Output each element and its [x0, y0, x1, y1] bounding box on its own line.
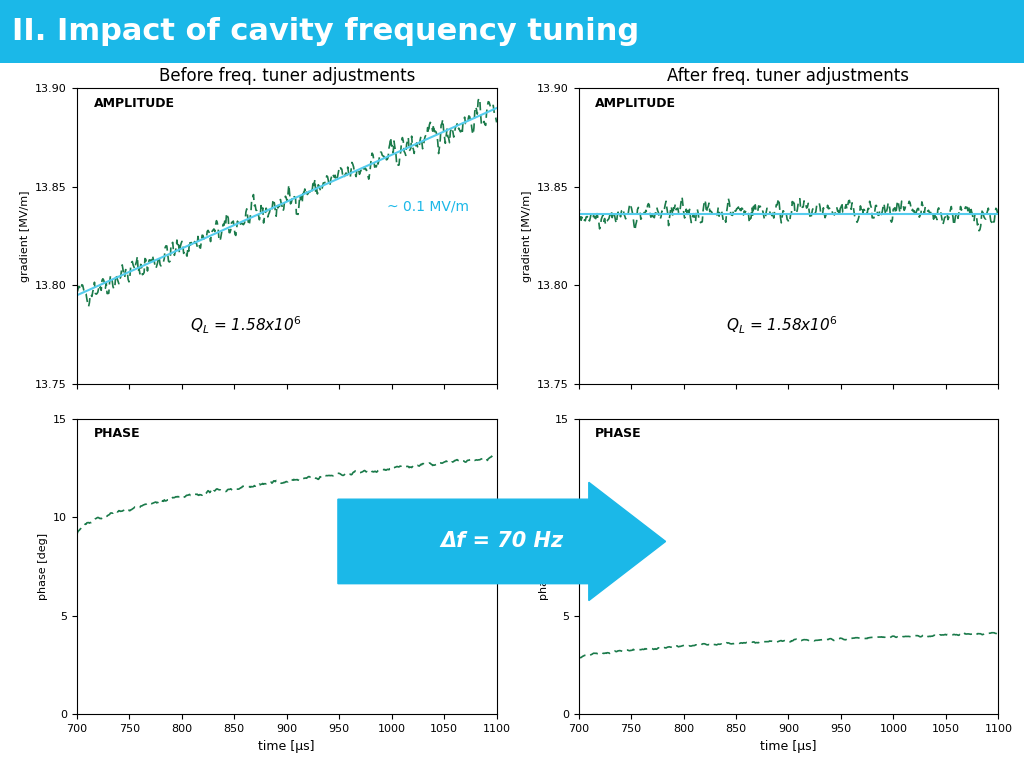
Text: AMPLITUDE: AMPLITUDE: [93, 98, 175, 110]
Y-axis label: phase [deg]: phase [deg]: [38, 533, 47, 600]
Text: II. Impact of cavity frequency tuning: II. Impact of cavity frequency tuning: [12, 17, 639, 46]
Y-axis label: gradient [MV/m]: gradient [MV/m]: [521, 190, 531, 282]
Text: $Q_L$ = 1.58x10$^6$: $Q_L$ = 1.58x10$^6$: [725, 314, 837, 336]
Y-axis label: phase [deg]: phase [deg]: [540, 533, 549, 600]
Text: AMPLITUDE: AMPLITUDE: [595, 98, 677, 110]
Title: After freq. tuner adjustments: After freq. tuner adjustments: [668, 68, 909, 85]
Title: Before freq. tuner adjustments: Before freq. tuner adjustments: [159, 68, 415, 85]
Y-axis label: gradient [MV/m]: gradient [MV/m]: [19, 190, 30, 282]
Text: Δf = 70 Hz: Δf = 70 Hz: [440, 531, 563, 551]
X-axis label: time [μs]: time [μs]: [258, 740, 315, 753]
Text: PHASE: PHASE: [595, 428, 642, 440]
Text: $Q_L$ = 1.58x10$^6$: $Q_L$ = 1.58x10$^6$: [190, 314, 302, 336]
X-axis label: time [μs]: time [μs]: [760, 740, 817, 753]
FancyArrow shape: [338, 482, 666, 601]
Text: ~ 0.1 MV/m: ~ 0.1 MV/m: [387, 200, 469, 214]
Text: PHASE: PHASE: [93, 428, 140, 440]
